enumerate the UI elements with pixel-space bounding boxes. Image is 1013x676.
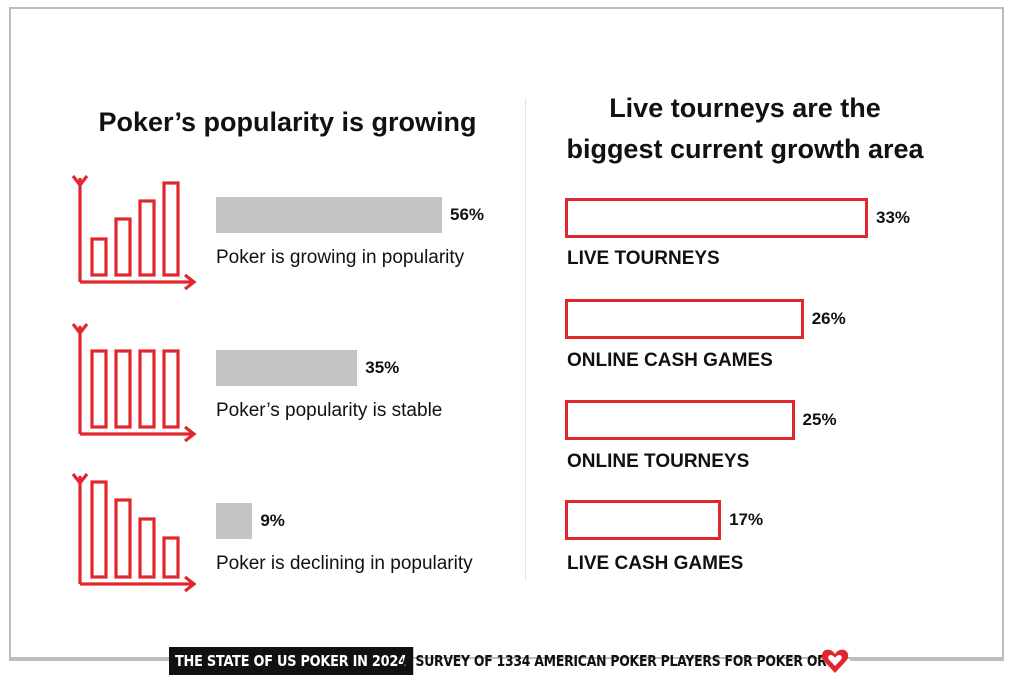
- left-category-label-3: Poker is declining in popularity: [216, 553, 473, 574]
- left-category-label-2: Poker’s popularity is stable: [216, 400, 443, 421]
- right-category-label-3: ONLINE TOURNEYS: [567, 451, 750, 472]
- right-value-label-3: 25%: [802, 410, 837, 429]
- right-bar-1: [565, 198, 868, 238]
- right-value-label-4: 17%: [729, 510, 764, 529]
- bar-chart-growing-icon: [71, 175, 197, 291]
- right-category-label-1: LIVE TOURNEYS: [567, 248, 720, 269]
- bar-chart-declining-icon: [71, 473, 197, 593]
- left-bar-1: [216, 197, 442, 233]
- right-category-label-2: ONLINE CASH GAMES: [567, 350, 773, 371]
- footer: THE STATE OF US POKER IN 2024 A SURVEY O…: [0, 640, 1013, 676]
- footer-badge: THE STATE OF US POKER IN 2024: [169, 647, 413, 675]
- footer-rule-left: [9, 659, 169, 661]
- left-bar-3: [216, 503, 253, 539]
- right-chart-title: Live tourneys are the biggest current gr…: [545, 88, 945, 170]
- chart-frame: [9, 7, 1004, 659]
- left-value-label-3: 9%: [260, 511, 285, 530]
- right-bar-4: [565, 500, 722, 540]
- right-category-label-4: LIVE CASH GAMES: [567, 553, 744, 574]
- left-chart-title: Poker’s popularity is growing: [98, 107, 477, 137]
- bar-chart-stable-icon: [71, 323, 197, 443]
- right-title-line-2: biggest current growth area: [566, 134, 924, 164]
- left-value-label-2: 35%: [365, 358, 400, 377]
- footer-rule-right: [850, 659, 1004, 661]
- right-value-label-1: 33%: [876, 208, 911, 227]
- left-value-label-1: 56%: [450, 205, 485, 224]
- left-bar-2: [216, 350, 358, 386]
- right-value-label-2: 26%: [811, 309, 846, 328]
- right-bar-2: [565, 299, 804, 339]
- footer-text: A SURVEY OF 1334 AMERICAN POKER PLAYERS …: [402, 652, 837, 670]
- right-bar-3: [565, 400, 795, 440]
- right-title-line-1: Live tourneys are the: [609, 93, 881, 123]
- heart-logo-icon: [821, 649, 849, 673]
- left-category-label-1: Poker is growing in popularity: [216, 247, 465, 268]
- panel-divider: [525, 98, 526, 580]
